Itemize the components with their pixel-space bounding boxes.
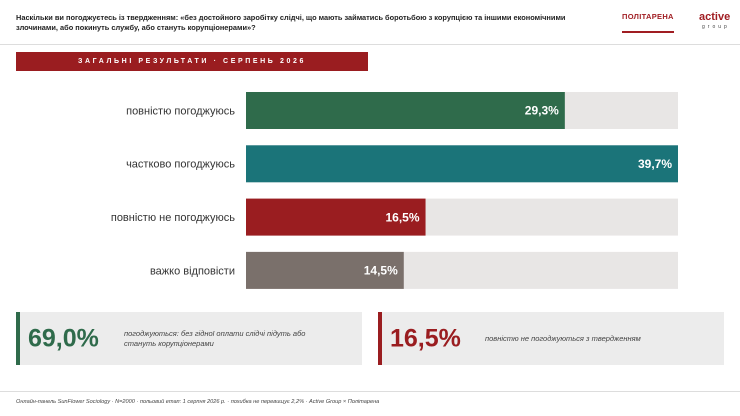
logo-politarena: ПОЛІТАРЕНА: [622, 12, 674, 33]
banner: ЗАГАЛЬНІ РЕЗУЛЬТАТИ · СЕРПЕНЬ 2026: [16, 52, 368, 71]
category-label: повністю погоджуюсь: [126, 105, 235, 117]
summary-card: [378, 312, 724, 365]
summary-accent: [378, 312, 382, 365]
summary-text: погоджуються: без гідної оплати слідчі п…: [124, 329, 305, 348]
divider: [0, 44, 740, 45]
footer: Онлайн-панель SunFlower Sociology · N=20…: [16, 399, 380, 405]
summary-figure: 16,5%: [390, 325, 461, 353]
value-label: 14,5%: [364, 264, 398, 278]
divider: [0, 391, 740, 392]
summary-card: [16, 312, 362, 365]
bar: [246, 198, 426, 236]
value-label: 29,3%: [525, 104, 559, 118]
category-label: важко відповісти: [150, 265, 235, 277]
summary-text: повністю не погоджуються з твердженням: [485, 334, 641, 343]
bar: [246, 251, 404, 289]
category-label: повністю не погоджуюсь: [111, 212, 235, 224]
bar: [246, 145, 678, 183]
logo-group: group: [702, 24, 730, 30]
value-label: 16,5%: [386, 210, 420, 224]
value-label: 39,7%: [638, 157, 672, 171]
logo-active: active: [699, 11, 731, 23]
summary-figure: 69,0%: [28, 325, 99, 353]
summary-accent: [16, 312, 20, 365]
category-label: частково погоджуюсь: [126, 159, 235, 171]
question: Наскільки ви погоджуєтесь із твердженням…: [16, 13, 566, 32]
bar: [246, 92, 565, 129]
